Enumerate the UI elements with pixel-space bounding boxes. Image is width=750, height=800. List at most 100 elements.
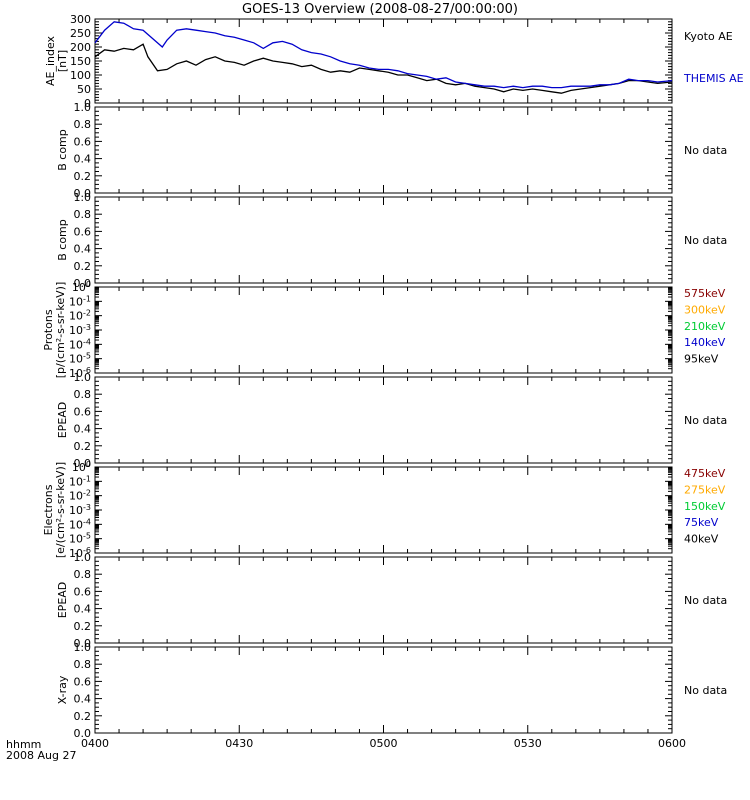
channel-label: 475keV: [684, 467, 726, 480]
time-axis-date-label: 2008 Aug 27: [6, 749, 76, 762]
y-tick-label: 100: [70, 69, 91, 82]
time-tick-label: 0430: [225, 737, 253, 750]
y-tick-label: 0.4: [74, 603, 92, 616]
panel-5: 0.0 0.2 0.4 0.6 0.8 1.0 EPEAD No data: [56, 371, 727, 470]
y-tick-label: 0.0: [74, 277, 92, 290]
y-tick-label: 100: [72, 460, 91, 474]
y-tick-label: 100: [72, 280, 91, 294]
y-axis-label: X-ray: [56, 675, 69, 704]
panel-7: 0.0 0.2 0.4 0.6 0.8 1.0 EPEAD No data: [56, 551, 727, 650]
time-tick-label: 0600: [658, 737, 686, 750]
panel-frame: [94, 18, 673, 104]
no-data-status: No data: [684, 684, 727, 697]
y-tick-label: 1.0: [74, 551, 92, 564]
y-tick-label: 0.4: [74, 693, 92, 706]
y-tick-label: 10-6: [69, 366, 91, 380]
y-tick-label: 200: [70, 41, 91, 54]
y-tick-label: 50: [77, 83, 91, 96]
y-tick-label: 1.0: [74, 101, 92, 114]
y-tick-label: 0: [84, 97, 91, 110]
y-tick-label: 0.0: [74, 457, 92, 470]
y-tick-label: 1.0: [74, 641, 92, 654]
no-data-status: No data: [684, 234, 727, 247]
y-tick-label: 0.0: [74, 727, 92, 740]
y-axis-label: AE_index: [44, 35, 57, 86]
panel-frame: [94, 556, 673, 644]
y-tick-label: 300: [70, 13, 91, 26]
channel-label: 140keV: [684, 336, 726, 349]
y-axis-unit-label: [p/(cm²-s-sr-keV)]: [54, 282, 67, 379]
y-tick-label: 1.0: [74, 191, 92, 204]
y-tick-label: 10-6: [69, 546, 91, 560]
y-tick-label: 0.6: [74, 135, 92, 148]
y-tick-label: 0.0: [74, 637, 92, 650]
y-tick-label: 0.8: [74, 208, 92, 221]
channel-label: 575keV: [684, 287, 726, 300]
y-tick-label: 10-3: [69, 503, 91, 517]
panel-8: 0.0 0.2 0.4 0.6 0.8 1.0 X-ray No data: [56, 641, 727, 740]
panel-frame: [94, 646, 673, 734]
y-tick-label: 0.2: [74, 710, 92, 723]
y-tick-label: 0.2: [74, 440, 92, 453]
channel-label: 75keV: [684, 516, 719, 529]
y-tick-label: 0.2: [74, 170, 92, 183]
channel-label: 275keV: [684, 483, 726, 496]
y-axis-unit-label: [e/(cm²-s-sr-keV)]: [54, 462, 67, 558]
panel-frame: [94, 106, 673, 194]
y-tick-label: 0.6: [74, 675, 92, 688]
time-axis: 0400 0430 0500 0530 0600: [81, 737, 686, 750]
y-tick-label: 150: [70, 55, 91, 68]
y-tick-label: 10-1: [69, 474, 91, 488]
legend-entry: Kyoto AE: [684, 30, 733, 43]
y-tick-label: 1.0: [74, 371, 92, 384]
y-tick-label: 0.6: [74, 405, 92, 418]
panel-2: 0.0 0.2 0.4 0.6 0.8 1.0 B comp No data: [56, 101, 727, 200]
y-axis-unit-label: [nT]: [56, 50, 69, 72]
y-tick-label: 10-4: [69, 517, 91, 531]
y-tick-label: 10-1: [69, 294, 91, 308]
channel-label: 40keV: [684, 533, 719, 546]
y-tick-label: 10-4: [69, 337, 91, 351]
y-tick-label: 0.8: [74, 568, 92, 581]
panel-3: 0.0 0.2 0.4 0.6 0.8 1.0 B comp No data: [56, 191, 727, 290]
y-tick-label: 0.8: [74, 658, 92, 671]
y-tick-label: 0.6: [74, 585, 92, 598]
y-axis-label: Protons: [42, 309, 55, 350]
y-tick-label: 10-5: [69, 532, 91, 546]
y-tick-label: 0.0: [74, 187, 92, 200]
y-tick-label: 0.2: [74, 620, 92, 633]
time-tick-label: 0400: [81, 737, 109, 750]
panel-frame: [94, 466, 673, 554]
y-axis-label: B comp: [56, 219, 69, 261]
time-tick-label: 0500: [370, 737, 398, 750]
y-tick-label: 0.8: [74, 388, 92, 401]
y-tick-label: 250: [70, 27, 91, 40]
y-tick-label: 0.4: [74, 423, 92, 436]
channel-label: 95keV: [684, 353, 719, 366]
panel-frame: [94, 376, 673, 464]
legend-entry: THEMIS AE: [683, 72, 744, 85]
y-tick-label: 0.4: [74, 153, 92, 166]
no-data-status: No data: [684, 594, 727, 607]
y-tick-label: 0.2: [74, 260, 92, 273]
channel-label: 150keV: [684, 500, 726, 513]
panel-frame: [94, 196, 673, 284]
figure-title: GOES-13 Overview (2008-08-27/00:00:00): [242, 2, 518, 17]
no-data-status: No data: [684, 414, 727, 427]
y-tick-label: 0.6: [74, 225, 92, 238]
series-line-kyoto-ae: [94, 43, 673, 94]
y-axis-label: EPEAD: [56, 582, 69, 619]
panel-frame: [94, 286, 673, 374]
y-axis-label: EPEAD: [56, 402, 69, 439]
no-data-status: No data: [684, 144, 727, 157]
y-tick-label: 0.4: [74, 243, 92, 256]
y-tick-label: 10-5: [69, 352, 91, 366]
y-tick-label: 0.8: [74, 118, 92, 131]
time-tick-label: 0530: [514, 737, 542, 750]
y-tick-label: 10-2: [69, 489, 91, 503]
